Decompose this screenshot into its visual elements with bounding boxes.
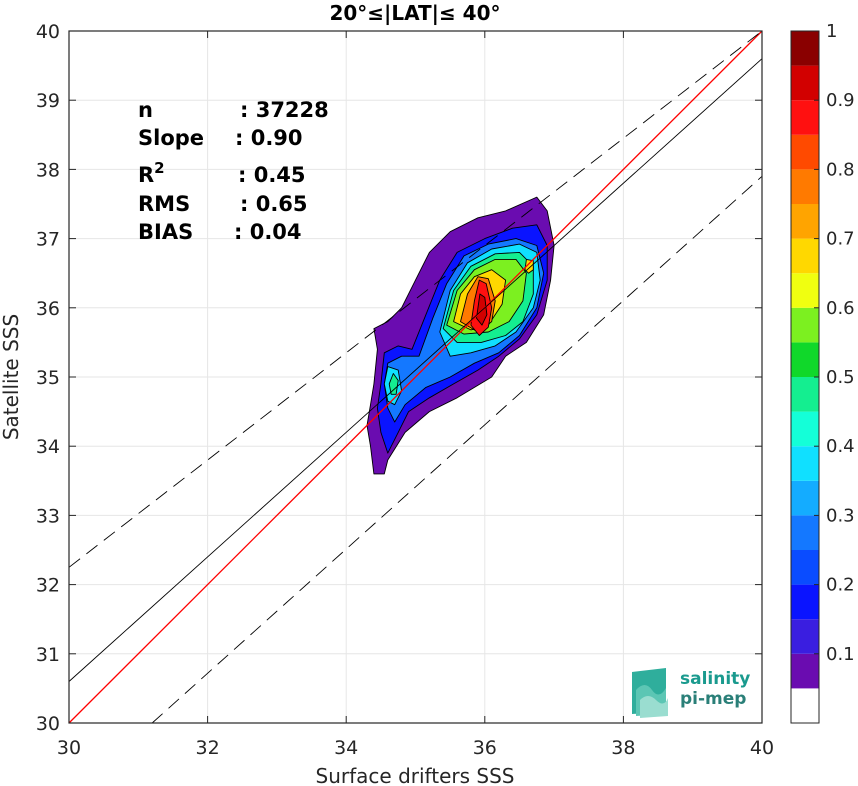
colorbar-band [791, 619, 819, 654]
colorbar-band [791, 65, 819, 101]
stat-label: n [138, 98, 153, 122]
colorbar-tick-label: 0.8 [826, 159, 855, 180]
colorbar-tick-label: 1 [826, 21, 837, 42]
colorbar-band [791, 584, 819, 620]
colorbar-band [791, 342, 819, 377]
stat-value: : 0.45 [238, 163, 306, 187]
stat-value: : 0.65 [240, 192, 308, 216]
y-tick-label: 31 [36, 644, 60, 666]
colorbar-tick-label: 0.6 [826, 298, 855, 319]
stat-label: R2 [138, 159, 165, 187]
stat-label: RMS [138, 192, 190, 216]
reference-lines [68, 30, 763, 724]
salinity-pimep-logo: salinity pi-mep [632, 668, 750, 718]
colorbar-band [791, 515, 819, 550]
y-tick-label: 33 [36, 505, 60, 527]
stat-label: BIAS [138, 220, 193, 244]
x-tick-label: 32 [196, 737, 220, 759]
y-axis-label: Satellite SSS [0, 314, 23, 440]
y-tick-label: 36 [36, 298, 60, 320]
x-tick-label: 38 [611, 737, 635, 759]
y-tick-label: 35 [36, 367, 60, 389]
colorbar-tick-label: 0.3 [826, 505, 855, 526]
lower-bound [151, 175, 763, 724]
colorbar-tick-label: 0.1 [826, 644, 855, 665]
colorbar: 0.1 0.2 0.3 0.4 0.5 0.6 0.7 0.8 0.9 1 [790, 21, 855, 724]
colorbar-tick-label: 0.4 [826, 436, 855, 457]
logo-text-pimep: pi-mep [680, 689, 746, 709]
colorbar-tick-label: 0.2 [826, 575, 855, 596]
colorbar-band [791, 446, 819, 481]
colorbar-band [791, 100, 819, 135]
y-tick-label: 34 [36, 436, 60, 458]
colorbar-band [791, 238, 819, 274]
y-tick-label: 32 [36, 575, 60, 597]
colorbar-band [791, 134, 819, 170]
logo-text-salinity: salinity [680, 669, 750, 689]
y-axis-ticks: 30 31 32 33 34 35 36 37 38 39 40 [36, 21, 762, 735]
y-tick-label: 37 [36, 229, 60, 251]
x-tick-label: 40 [750, 737, 774, 759]
x-axis-ticks: 30 32 34 36 38 40 [57, 31, 774, 759]
statistics-annotation: n : 37228 Slope : 0.90 R2 : 0.45 RMS : 0.65 BIAS… [138, 98, 329, 244]
colorbar-band [791, 204, 819, 239]
colorbar-band [791, 169, 819, 204]
y-tick-label: 38 [36, 159, 60, 181]
regression-fit [68, 58, 763, 682]
stat-value: : 0.04 [234, 220, 302, 244]
x-tick-label: 36 [473, 737, 497, 759]
y-tick-label: 40 [36, 21, 60, 43]
logo-waves-icon [632, 668, 668, 718]
colorbar-tick-label: 0.5 [826, 367, 855, 388]
colorbar-band [791, 307, 819, 343]
colorbar-band [791, 480, 819, 516]
stat-label-superscript: 2 [154, 159, 164, 177]
colorbar-band [791, 377, 819, 412]
x-axis-label: Surface drifters SSS [316, 764, 515, 786]
colorbar-band [791, 653, 819, 689]
colorbar-band [791, 31, 819, 66]
stat-label: Slope [138, 126, 204, 150]
x-tick-label: 30 [57, 737, 81, 759]
colorbar-tick-label: 0.9 [826, 90, 855, 111]
colorbar-band [791, 550, 819, 585]
stat-value: : 37228 [240, 98, 329, 122]
stat-value: : 0.90 [235, 126, 303, 150]
y-tick-label: 39 [36, 90, 60, 112]
colorbar-tick-label: 0.7 [826, 229, 855, 250]
colorbar-band [791, 688, 819, 723]
density-contours [366, 196, 555, 475]
y-tick-label: 30 [36, 713, 60, 735]
upper-bound [68, 30, 763, 568]
x-tick-label: 34 [334, 737, 358, 759]
colorbar-band [791, 411, 819, 447]
chart-title: 20°≤|LAT|≤ 40° [329, 1, 500, 25]
colorbar-band [791, 273, 819, 308]
1-1-line [68, 30, 763, 724]
